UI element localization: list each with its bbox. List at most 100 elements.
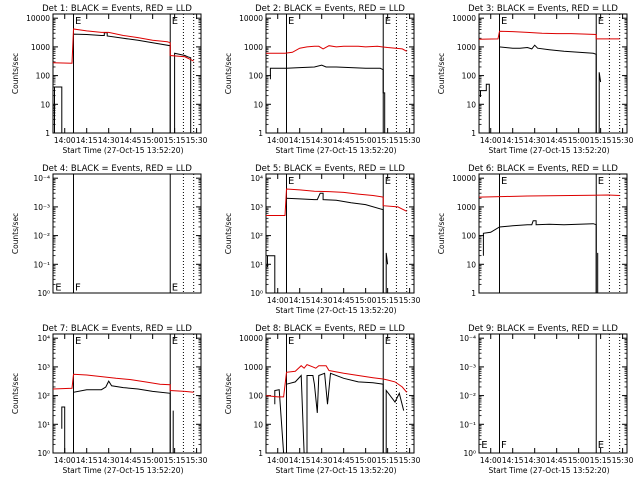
x-tick-label: 14:45	[120, 456, 142, 465]
x-tick-label: 15:15	[164, 136, 186, 145]
x-tick-label: 15:00	[568, 136, 590, 145]
x-tick-label: 15:00	[142, 456, 164, 465]
y-tick-label: 10⁻³	[33, 203, 50, 212]
y-tick-label: 1	[45, 129, 50, 138]
y-tick-label: 10	[40, 100, 50, 109]
x-axis-label: Start Time (27-Oct-15 13:52:20)	[488, 466, 609, 475]
y-tick-label: 1000	[31, 43, 50, 52]
y-tick-label: 1	[258, 129, 263, 138]
x-tick-label: 15:30	[186, 136, 208, 145]
y-tick-label: 1	[258, 449, 263, 458]
series-line-events	[266, 192, 389, 293]
series-line-events	[274, 372, 405, 453]
x-tick-label: 15:30	[612, 456, 634, 465]
y-tick-label: 10000	[239, 14, 263, 23]
panel-title: Det 9: BLACK = Events, RED = LLD	[468, 324, 618, 334]
marker-letter: E	[75, 16, 81, 27]
detector-panel-7: Det 7: BLACK = Events, RED = LLD 10⁰ 10¹ 10…	[11, 324, 208, 475]
y-tick-label: 10	[253, 420, 263, 429]
x-tick-label: 14:45	[546, 136, 568, 145]
x-axis-label: Start Time (27-Oct-15 13:52:20)	[275, 466, 396, 475]
x-tick-label: 14:00	[480, 456, 502, 465]
y-tick-label: 10⁻⁴	[33, 174, 50, 183]
marker-letter: E	[172, 336, 178, 347]
plot-frame	[52, 173, 202, 294]
panel-title: Det 6: BLACK = Events, RED = LLD	[468, 164, 618, 174]
x-tick-label: 14:00	[267, 296, 289, 305]
x-tick-label: 14:15	[76, 456, 98, 465]
y-axis-label: Counts/sec	[224, 373, 233, 414]
y-tick-label: 10⁻³	[459, 363, 476, 372]
x-tick-label: 14:00	[480, 136, 502, 145]
detector-panel-5: Det 5: BLACK = Events, RED = LLD 10⁰ 10¹ 10…	[224, 164, 421, 315]
y-tick-label: 10⁻²	[459, 392, 476, 401]
x-tick-label: 15:15	[590, 136, 612, 145]
panel-title: Det 7: BLACK = Events, RED = LLD	[42, 324, 192, 334]
detector-panel-8: Det 8: BLACK = Events, RED = LLD 1 10 100 10…	[224, 324, 421, 475]
panel-title: Det 8: BLACK = Events, RED = LLD	[255, 324, 405, 334]
x-tick-label: 14:45	[333, 136, 355, 145]
x-tick-label: 14:15	[289, 136, 311, 145]
marker-letter: E	[598, 176, 604, 187]
marker-letter: E	[598, 16, 604, 27]
y-tick-label: 10	[466, 260, 476, 269]
marker-letter: E	[288, 16, 294, 27]
y-tick-label: 10⁻²	[33, 232, 50, 241]
x-tick-label: 14:15	[289, 456, 311, 465]
y-tick-label: 1000	[244, 43, 263, 52]
x-tick-label: 14:30	[524, 136, 546, 145]
x-tick-label: 14:30	[524, 456, 546, 465]
y-tick-label: 10⁻⁴	[459, 334, 476, 343]
marker-letter: E	[598, 440, 604, 451]
series-line-lld	[266, 364, 408, 398]
y-tick-label: 10⁰	[37, 289, 50, 298]
y-axis-label: Counts/sec	[11, 373, 20, 414]
y-tick-label: 10000	[452, 14, 476, 23]
x-axis-label: Start Time (27-Oct-15 13:52:20)	[488, 146, 609, 155]
marker-letter: E	[501, 16, 507, 27]
panel-title: Det 3: BLACK = Events, RED = LLD	[468, 4, 618, 14]
x-tick-label: 14:00	[267, 136, 289, 145]
x-tick-label: 15:15	[164, 456, 186, 465]
marker-letter: E	[385, 336, 391, 347]
detector-panel-6: Det 6: BLACK = Events, RED = LLD 1 10 100 10…	[437, 164, 628, 298]
x-axis-label: Start Time (27-Oct-15 13:52:20)	[275, 146, 396, 155]
series-line-lld	[53, 28, 194, 64]
x-tick-label: 14:15	[76, 136, 98, 145]
x-tick-label: 14:45	[120, 136, 142, 145]
y-tick-label: 10⁴	[37, 334, 50, 343]
marker-letter: E	[172, 16, 178, 27]
series-line-events	[269, 64, 386, 133]
x-tick-label: 14:15	[502, 456, 524, 465]
x-tick-label: 14:15	[289, 296, 311, 305]
marker-letter: E	[55, 283, 61, 294]
y-tick-label: 100	[462, 72, 477, 81]
y-tick-label: 100	[462, 232, 477, 241]
x-tick-label: 15:00	[355, 136, 377, 145]
x-tick-label: 15:30	[399, 296, 421, 305]
y-tick-label: 10	[253, 100, 263, 109]
y-tick-label: 10⁴	[250, 174, 263, 183]
plot-frame	[265, 333, 415, 454]
plot-frame	[52, 13, 202, 134]
y-axis-label: Counts/sec	[437, 53, 446, 94]
y-axis-label: Counts/sec	[437, 213, 446, 254]
x-tick-label: 15:00	[355, 456, 377, 465]
x-tick-label: 15:30	[399, 136, 421, 145]
x-tick-label: 14:30	[311, 456, 333, 465]
x-tick-label: 14:45	[333, 296, 355, 305]
x-tick-label: 14:30	[311, 136, 333, 145]
y-tick-label: 10000	[26, 14, 50, 23]
marker-letter: E	[481, 440, 487, 451]
y-tick-label: 10³	[250, 203, 263, 212]
plot-frame	[478, 13, 628, 134]
x-axis-label: Start Time (27-Oct-15 13:52:20)	[62, 146, 183, 155]
detector-panel-4: Det 4: BLACK = Events, RED = LLD 10⁰ 10⁻¹ 1…	[11, 164, 202, 298]
x-tick-label: 14:30	[98, 456, 120, 465]
x-tick-label: 15:15	[590, 456, 612, 465]
y-tick-label: 100	[249, 392, 264, 401]
marker-letter: E	[172, 283, 178, 294]
x-tick-label: 15:30	[399, 456, 421, 465]
x-tick-label: 15:15	[377, 136, 399, 145]
y-tick-label: 10²	[250, 232, 263, 241]
